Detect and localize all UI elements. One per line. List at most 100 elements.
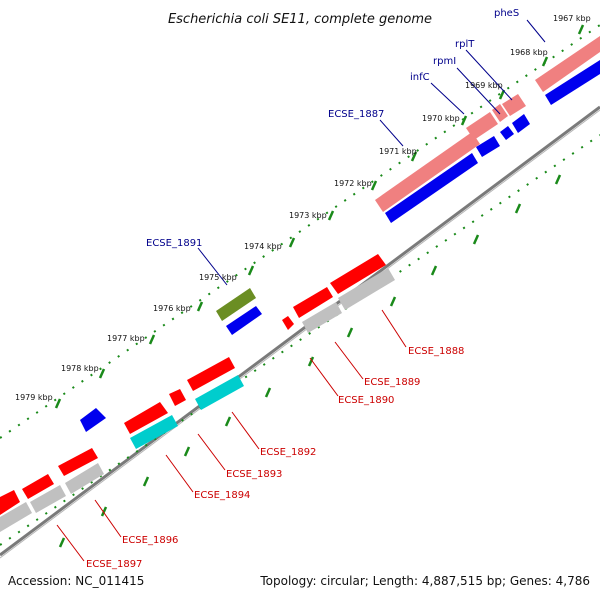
feature-rpmi (500, 126, 514, 140)
gene-label-ecse-1897[interactable]: ECSE_1897 (86, 559, 142, 570)
gene-label-ecse-1896[interactable]: ECSE_1896 (122, 535, 178, 546)
outer-tick-line (0, 24, 600, 439)
major-tick (554, 174, 562, 185)
feature-ecse-1889 (293, 287, 333, 318)
major-tick (577, 24, 585, 35)
tick-label: 1974 kbp (244, 242, 282, 251)
gene-labels-minus: ECSE_1888 ECSE_1889 ECSE_1890 ECSE_1892 … (86, 346, 464, 570)
tick-label: 1975 kbp (199, 273, 237, 282)
major-tick (327, 210, 335, 221)
feature-minus-edge (0, 490, 20, 515)
feature-infc-outer (466, 112, 498, 140)
gene-label-ecse-1893[interactable]: ECSE_1893 (226, 469, 282, 480)
gene-label-ecse-1889[interactable]: ECSE_1889 (364, 377, 420, 388)
feature-ecse-1893-trna (195, 375, 244, 410)
major-tick (183, 446, 191, 457)
major-tick (307, 356, 315, 367)
leader-phes (526, 19, 546, 43)
major-tick (472, 234, 480, 245)
gene-label-phes[interactable]: pheS (494, 8, 519, 19)
leader-ecse-1897 (56, 524, 85, 562)
backbone (0, 105, 600, 559)
feature-rplt (512, 114, 530, 133)
feature-ecse-1894 (124, 402, 168, 434)
gene-label-ecse-1892[interactable]: ECSE_1892 (260, 447, 316, 458)
label-leader-lines (56, 19, 546, 562)
feature-infc (476, 136, 500, 157)
tick-label: 1978 kbp (61, 364, 99, 373)
major-tick (54, 398, 62, 409)
major-tick (430, 265, 438, 276)
accession-text: Accession: NC_011415 (8, 574, 145, 588)
tick-label: 1971 kbp (379, 147, 417, 156)
feature-ecse-1897-inner (30, 485, 66, 513)
feature-ecse-1889-inner (302, 302, 342, 333)
gene-label-ecse-1894[interactable]: ECSE_1894 (194, 490, 250, 501)
feature-ecse-1887 (385, 153, 478, 223)
feature-phes-outer (535, 36, 600, 92)
topology-text: Topology: circular; Length: 4,887,515 bp… (260, 574, 590, 588)
major-tick (100, 506, 108, 517)
major-tick (370, 180, 378, 191)
gene-label-infc[interactable]: infC (410, 72, 430, 83)
major-tick (247, 265, 255, 276)
feature-ecse-1888 (330, 254, 386, 294)
leader-rplt (465, 49, 513, 101)
feature-ecse-1894-trna (130, 415, 178, 449)
major-tick (58, 537, 66, 548)
major-tick (346, 327, 354, 338)
feature-ecse-1891-rna (216, 288, 256, 321)
gene-label-ecse-1890[interactable]: ECSE_1890 (338, 395, 394, 406)
major-tick (514, 203, 522, 214)
map-title: Escherichia coli SE11, complete genome (168, 12, 432, 27)
feature-ecse-1887-outer (375, 132, 480, 212)
tick-label: 1973 kbp (289, 211, 327, 220)
tick-label: 1968 kbp (510, 48, 548, 57)
feature-rpmi-outer (492, 104, 508, 122)
outer-tick-ring (0, 24, 600, 439)
gene-label-rplt[interactable]: rplT (455, 39, 475, 50)
leader-ecse-1889 (334, 341, 364, 380)
feature-ecse-1888-inner (338, 268, 395, 310)
leader-ecse-1888 (381, 309, 407, 348)
feature-ecse-1892 (187, 357, 235, 391)
major-tick (288, 237, 296, 248)
trna-track (130, 375, 244, 449)
feature-ecse-1890 (282, 316, 294, 330)
major-tick (389, 296, 397, 307)
tick-label: 1977 kbp (107, 334, 145, 343)
feature-phes (545, 60, 600, 105)
feature-plus-small (80, 408, 106, 432)
feature-ecse-1896 (58, 448, 98, 476)
tick-label: 1972 kbp (334, 179, 372, 188)
feature-ecse-1896-inner (65, 463, 104, 494)
major-tick (460, 115, 468, 126)
gene-label-ecse-1887[interactable]: ECSE_1887 (328, 109, 384, 120)
outer-cds-track (375, 36, 600, 212)
gene-label-ecse-1888[interactable]: ECSE_1888 (408, 346, 464, 357)
feature-ecse-1893 (169, 389, 186, 406)
major-tick (98, 368, 106, 379)
leader-ecse-1892 (231, 411, 260, 450)
feature-inner-edge (0, 502, 32, 532)
gene-label-ecse-1891[interactable]: ECSE_1891 (146, 238, 202, 249)
leader-rpmi (456, 67, 501, 115)
major-ticks (54, 24, 585, 548)
inner-tick-ring (0, 134, 600, 546)
leader-ecse-1894 (165, 454, 194, 493)
leader-ecse-1890 (309, 357, 339, 397)
leader-ecse-1893 (197, 433, 226, 471)
major-tick (410, 151, 418, 162)
tick-label: 1979 kbp (15, 393, 53, 402)
tick-label: 1969 kbp (465, 81, 503, 90)
inner-minus-track (0, 268, 395, 532)
feature-rplt-outer (502, 94, 526, 116)
gene-label-rpmi[interactable]: rpmI (433, 56, 456, 67)
leader-infc (430, 82, 465, 115)
minus-strand-cds-track (0, 254, 386, 515)
leader-ecse-1896 (94, 499, 122, 538)
tick-label: 1970 kbp (422, 114, 460, 123)
feature-ecse-1897 (22, 474, 54, 499)
major-tick (196, 301, 204, 312)
